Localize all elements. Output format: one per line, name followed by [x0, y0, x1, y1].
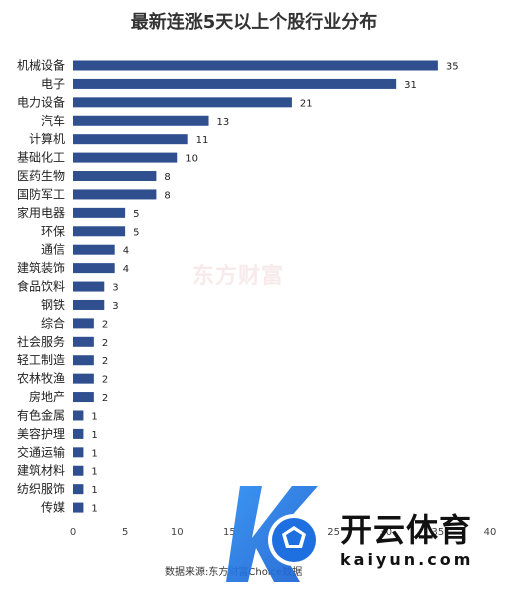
- value-label: 4: [123, 264, 129, 275]
- bar: [73, 410, 84, 421]
- category-label: 农林牧渔: [17, 372, 65, 386]
- value-label: 4: [123, 246, 129, 257]
- category-label: 社会服务: [17, 334, 65, 349]
- value-label: 31: [404, 80, 417, 91]
- value-label: 2: [102, 375, 108, 386]
- value-label: 13: [217, 117, 230, 128]
- value-label: 1: [91, 411, 97, 422]
- value-label: 2: [102, 319, 108, 330]
- bar: [73, 502, 84, 513]
- value-label: 21: [300, 98, 313, 109]
- category-label: 电力设备: [17, 95, 65, 109]
- value-label: 1: [91, 430, 97, 441]
- bar: [73, 465, 84, 476]
- bar: [73, 428, 84, 439]
- chart-title: 最新连涨5天以上个股行业分布: [130, 12, 378, 33]
- value-label: 8: [164, 190, 170, 201]
- category-label: 环保: [41, 224, 65, 238]
- category-label: 医药生物: [17, 169, 65, 183]
- brand-domain: kaiyun.com: [340, 550, 474, 569]
- bar: [73, 318, 94, 329]
- category-label: 家用电器: [17, 205, 65, 220]
- category-label: 机械设备: [17, 58, 65, 73]
- bar: [73, 207, 126, 218]
- category-label: 食品饮料: [17, 279, 65, 294]
- category-label: 电子: [41, 77, 65, 91]
- category-label: 基础化工: [17, 151, 65, 165]
- bar: [73, 263, 115, 274]
- bar: [73, 134, 188, 145]
- bar: [73, 447, 84, 458]
- value-label: 1: [91, 485, 97, 496]
- value-label: 5: [133, 227, 139, 238]
- x-tick-label: 0: [70, 527, 76, 538]
- bar: [73, 281, 105, 292]
- bar: [73, 336, 94, 347]
- brand-block: 开云体育 kaiyun.com: [340, 512, 473, 569]
- x-tick-label: 5: [122, 527, 128, 538]
- x-tick-label: 35: [432, 527, 445, 538]
- bar: [73, 373, 94, 384]
- category-label: 国防军工: [17, 186, 65, 201]
- value-label: 35: [446, 62, 459, 73]
- category-label: 综合: [41, 315, 65, 330]
- category-label: 通信: [41, 243, 65, 257]
- bar: [73, 484, 84, 495]
- value-label: 11: [196, 135, 209, 146]
- brand-logo-icon: [226, 486, 320, 582]
- value-label: 3: [112, 283, 118, 294]
- category-label: 房地产: [29, 389, 65, 404]
- brand-name: 开云体育: [340, 511, 473, 549]
- value-label: 1: [91, 467, 97, 478]
- bar: [73, 299, 105, 310]
- bar: [73, 171, 157, 182]
- value-label: 2: [102, 338, 108, 349]
- value-label: 5: [133, 209, 139, 220]
- category-label: 建筑装饰: [17, 260, 65, 275]
- x-tick-label: 40: [484, 527, 497, 538]
- bar: [73, 244, 115, 255]
- category-label: 计算机: [29, 131, 65, 146]
- category-label: 纺织服饰: [17, 482, 65, 496]
- category-label: 汽车: [41, 113, 65, 128]
- bar: [73, 60, 438, 71]
- category-label: 建筑材料: [17, 463, 65, 478]
- category-label: 有色金属: [17, 407, 65, 422]
- category-label: 轻工制造: [17, 353, 65, 367]
- x-tick-label: 25: [327, 527, 340, 538]
- category-label: 传媒: [41, 500, 65, 515]
- bar: [73, 392, 94, 403]
- value-label: 1: [91, 504, 97, 515]
- value-label: 1: [91, 448, 97, 459]
- bar: [73, 115, 209, 126]
- value-label: 2: [102, 393, 108, 404]
- bar: [73, 97, 292, 108]
- category-label: 钢铁: [41, 298, 65, 312]
- bar: [73, 226, 126, 237]
- category-label: 交通运输: [17, 444, 65, 459]
- watermark: 东方财富: [192, 264, 285, 289]
- value-label: 10: [185, 154, 198, 165]
- bar: [73, 189, 157, 200]
- bar: [73, 78, 397, 89]
- bar: [73, 355, 94, 366]
- value-label: 3: [112, 301, 118, 312]
- category-label: 美容护理: [17, 426, 65, 441]
- x-tick-label: 15: [223, 527, 236, 538]
- x-tick-label: 10: [171, 527, 184, 538]
- value-label: 2: [102, 356, 108, 367]
- value-label: 8: [164, 172, 170, 183]
- bar: [73, 152, 178, 163]
- x-tick-label: 30: [379, 527, 392, 538]
